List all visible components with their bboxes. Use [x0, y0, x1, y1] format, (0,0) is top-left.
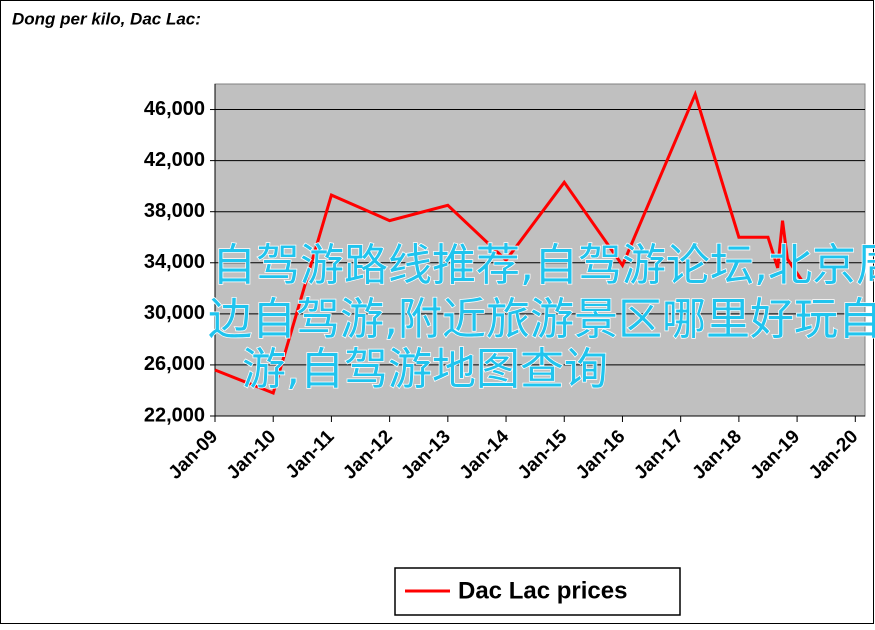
y-tick-label: 26,000 [144, 353, 205, 375]
y-tick-label: 34,000 [144, 251, 205, 273]
legend-label: Dac Lac prices [458, 577, 627, 604]
y-tick-label: 22,000 [144, 404, 205, 426]
line-series [214, 89, 804, 396]
y-tick-label: 46,000 [144, 98, 205, 120]
y-tick-label: 38,000 [144, 200, 205, 222]
y-tick-label: 42,000 [144, 149, 205, 171]
overlay-text: 自驾游路线推荐,自驾游论坛,北京周 [212, 240, 875, 291]
chart-title: Dong per kilo, Dac Lac: [12, 9, 201, 28]
y-tick-label: 30,000 [144, 302, 205, 324]
overlay-text: 边自驾游,附近旅游景区哪里好玩自驾 [208, 294, 875, 345]
overlay-text: 游,自驾游地图查询 [242, 344, 608, 395]
plot-area [214, 83, 866, 417]
